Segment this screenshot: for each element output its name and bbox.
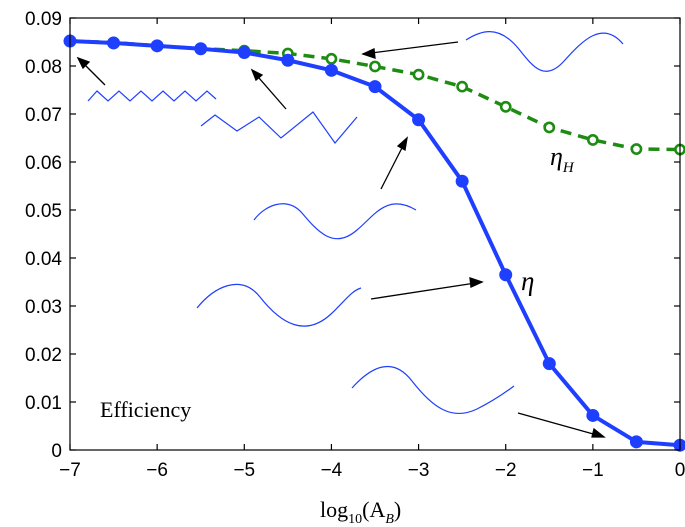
arrow-5-head	[361, 48, 376, 59]
arrow-4-line	[370, 281, 483, 300]
x-tick-label: −7	[59, 460, 81, 481]
x-axis-label-close: )	[394, 497, 401, 522]
x-tick-label: 0	[675, 460, 685, 481]
y-tick-label: 0.06	[25, 153, 62, 174]
series-label-eta: η	[521, 266, 534, 296]
arrow-6-line	[517, 412, 605, 438]
series-eta-h-point	[630, 143, 643, 155]
y-tick-label: 0.08	[25, 57, 62, 78]
series-eta-point	[281, 53, 295, 67]
series-eta-h-point	[456, 80, 469, 93]
series-eta-point	[368, 80, 382, 94]
y-tick-label: 0.01	[25, 393, 62, 414]
series-eta-h-point	[586, 134, 599, 146]
inset-waveforms	[87, 31, 624, 414]
x-axis-label-arg: (A	[362, 497, 385, 522]
x-axis-label: log10(AB)	[320, 497, 401, 527]
series-eta-point	[412, 113, 426, 127]
x-tick-label: −5	[233, 460, 255, 481]
x-tick-label: −2	[495, 460, 517, 481]
arrow-6-head	[591, 427, 606, 438]
series-eta-point	[107, 36, 121, 50]
series-eta-h-point	[412, 68, 425, 81]
series-eta-point	[150, 39, 164, 53]
wave-inset-1	[87, 90, 217, 102]
x-axis-label-arg-sub: B	[385, 512, 394, 527]
series-label-eta-h: ηH	[550, 142, 575, 176]
efficiency-annotation: Efficiency	[100, 397, 191, 422]
series-eta-point	[324, 63, 338, 77]
x-tick-label: −1	[582, 460, 604, 481]
series-label-eta-h-main: η	[550, 142, 563, 171]
y-tick-label: 0.02	[25, 345, 62, 366]
series-eta-point	[237, 46, 251, 60]
arrow-3-head	[396, 136, 408, 152]
wave-inset-5	[351, 365, 515, 414]
plot-frame	[69, 17, 681, 451]
x-tick-label: −3	[408, 460, 430, 481]
x-axis-label-sub: 10	[348, 512, 362, 527]
x-axis-label-main: log	[320, 497, 348, 522]
x-tick-label: −4	[321, 460, 343, 481]
series-eta-h-point	[369, 60, 381, 73]
x-axis-ticks: −7 −6 −5 −4 −3 −2 −1 0	[59, 18, 685, 481]
series-eta-point	[629, 435, 643, 449]
arrow-4-head	[469, 277, 484, 288]
y-tick-label: 0.05	[25, 201, 62, 222]
y-tick-label: 0	[51, 441, 62, 462]
x-tick-label: −6	[146, 460, 168, 481]
series-eta-point	[455, 174, 469, 188]
arrow-2-head	[250, 68, 264, 82]
series-eta-h-point	[499, 100, 512, 113]
y-axis-ticks: 0 0.01 0.02 0.03 0.04 0.05 0.06 0.07 0.08 0.09	[25, 9, 680, 462]
arrow-1-head	[76, 56, 91, 70]
series-eta-h-point	[325, 52, 338, 65]
annotation-arrows	[76, 41, 606, 438]
plot-layer	[63, 34, 685, 452]
wave-inset-6	[465, 31, 624, 72]
series-eta-point	[542, 357, 556, 371]
y-tick-label: 0.09	[25, 9, 62, 30]
series-label-eta-h-sub: H	[562, 160, 575, 176]
arrow-5-line	[362, 41, 459, 55]
wave-inset-4	[196, 283, 362, 327]
wave-inset-3	[253, 203, 417, 240]
y-tick-label: 0.07	[25, 105, 62, 126]
y-tick-label: 0.04	[25, 249, 62, 270]
series-eta-point	[499, 268, 513, 282]
series-eta-point	[194, 42, 208, 56]
series-eta-point	[586, 408, 600, 422]
y-tick-label: 0.03	[25, 297, 62, 318]
wave-inset-2	[200, 111, 358, 144]
series-eta-h-point	[543, 121, 556, 134]
